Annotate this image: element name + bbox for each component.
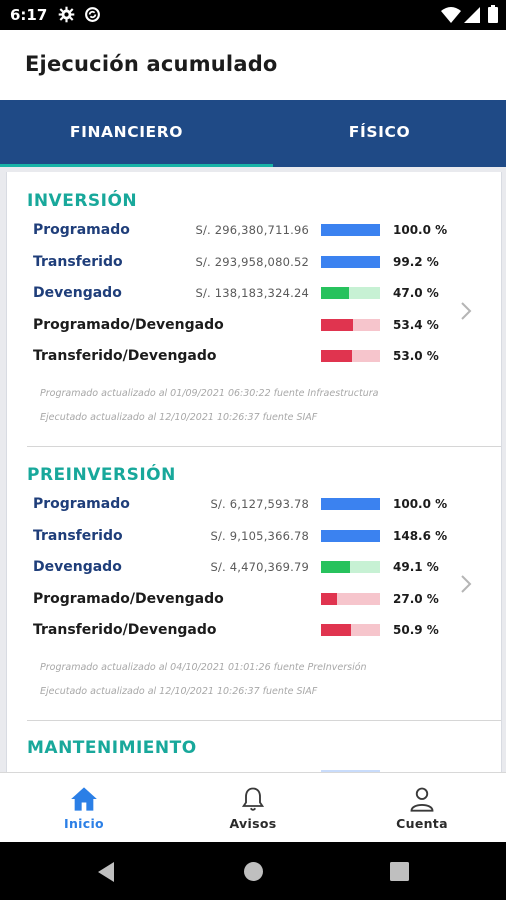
tab-financiero[interactable]: FINANCIERO [69,123,184,141]
progress-bar [321,593,380,605]
section-title: PREINVERSIÓN [27,465,176,485]
update-note: Programado actualizado al 01/09/2021 06:… [40,388,379,399]
progress-fill [321,561,350,573]
row-transferido-devengado: Transferido/Devengado 53.0 % [7,345,501,369]
sync-icon [84,6,101,27]
progress-bar [321,498,380,510]
gear-icon [58,6,75,27]
section-inversion[interactable]: INVERSIÓN Programado S/. 296,380,711.96 … [7,172,501,447]
progress-bar-partial [321,770,380,772]
tab-indicator [0,164,273,167]
update-note: Programado actualizado al 04/10/2021 01:… [40,662,367,673]
row-percent: 100.0 % [393,223,448,237]
row-amount: S/. 296,380,711.96 [195,223,309,237]
row-amount: S/. 9,105,366.78 [210,529,309,543]
home-icon [70,785,98,817]
section-preinversion[interactable]: PREINVERSIÓN Programado S/. 6,127,593.78… [7,447,501,722]
row-percent: 99.2 % [393,255,439,269]
row-label: Transferido/Devengado [33,622,217,638]
nav-avisos[interactable]: Avisos [169,773,337,843]
row-amount: S/. 293,958,080.52 [195,255,309,269]
progress-bar [321,624,380,636]
bell-icon [239,785,267,817]
row-label: Programado [33,222,130,238]
progress-bar [321,224,380,236]
progress-bar [321,287,380,299]
battery-icon [488,5,498,27]
home-circle-icon[interactable] [243,861,264,886]
row-percent: 53.0 % [393,349,439,363]
row-amount: S/. 138,183,324.24 [195,286,309,300]
system-nav-bar [0,842,506,900]
row-devengado: Devengado S/. 4,470,369.79 49.1 % [7,556,501,580]
row-percent: 27.0 % [393,592,439,606]
progress-fill [321,593,337,605]
row-label: Transferido [33,528,123,544]
progress-fill [321,256,380,268]
row-devengado: Devengado S/. 138,183,324.24 47.0 % [7,282,501,306]
progress-fill [321,530,380,542]
row-programado: Programado S/. 6,127,593.78 100.0 % [7,493,501,517]
row-percent: 100.0 % [393,497,448,511]
section-mantenimiento[interactable]: MANTENIMIENTO [7,722,501,772]
tab-fisico[interactable]: FÍSICO [348,123,411,141]
content-scroll[interactable]: INVERSIÓN Programado S/. 296,380,711.96 … [6,172,502,772]
back-icon[interactable] [96,861,116,887]
progress-fill [321,498,380,510]
row-amount: S/. 6,127,593.78 [210,497,309,511]
row-label: Programado/Devengado [33,317,224,333]
status-bar: 6:17 [0,0,506,30]
wifi-icon [441,7,461,27]
nav-label: Cuenta [396,816,448,831]
app-bar: Ejecución acumulado [0,30,506,100]
progress-fill [321,319,353,331]
status-time: 6:17 [10,6,48,24]
row-percent: 47.0 % [393,286,439,300]
page-title: Ejecución acumulado [25,52,278,76]
progress-fill [321,350,353,362]
progress-bar [321,561,380,573]
row-label: Transferido/Devengado [33,348,217,364]
progress-bar [321,319,380,331]
row-label: Programado [33,496,130,512]
section-title: MANTENIMIENTO [27,738,197,758]
row-label: Programado/Devengado [33,591,224,607]
signal-icon [464,7,480,27]
bottom-nav: Inicio Avisos Cuenta [0,772,506,842]
row-programado-devengado: Programado/Devengado 53.4 % [7,314,501,338]
progress-bar [321,350,380,362]
progress-bar [321,530,380,542]
row-transferido: Transferido S/. 9,105,366.78 148.6 % [7,525,501,549]
row-label: Devengado [33,559,122,575]
progress-fill [321,624,352,636]
divider [27,446,501,447]
user-icon [408,785,436,817]
row-percent: 148.6 % [393,529,448,543]
row-programado-devengado: Programado/Devengado 27.0 % [7,588,501,612]
chevron-right-icon[interactable] [459,573,473,599]
update-note: Ejecutado actualizado al 12/10/2021 10:2… [40,686,318,697]
tab-bar: FINANCIERO FÍSICO [0,100,506,167]
progress-fill [321,224,380,236]
row-label: Devengado [33,285,122,301]
nav-label: Avisos [229,816,277,831]
section-title: INVERSIÓN [27,191,138,211]
row-percent: 53.4 % [393,318,439,332]
row-percent: 49.1 % [393,560,439,574]
nav-label: Inicio [64,816,104,831]
nav-inicio[interactable]: Inicio [0,773,168,843]
update-note: Ejecutado actualizado al 12/10/2021 10:2… [40,412,318,423]
row-programado: Programado S/. 296,380,711.96 100.0 % [7,219,501,243]
row-percent: 50.9 % [393,623,439,637]
divider [27,720,501,721]
progress-bar [321,256,380,268]
row-amount: S/. 4,470,369.79 [210,560,309,574]
row-label: Transferido [33,254,123,270]
nav-cuenta[interactable]: Cuenta [338,773,506,843]
recents-icon[interactable] [390,862,409,885]
row-transferido-devengado: Transferido/Devengado 50.9 % [7,619,501,643]
chevron-right-icon[interactable] [459,300,473,326]
row-transferido: Transferido S/. 293,958,080.52 99.2 % [7,251,501,275]
progress-fill [321,287,349,299]
